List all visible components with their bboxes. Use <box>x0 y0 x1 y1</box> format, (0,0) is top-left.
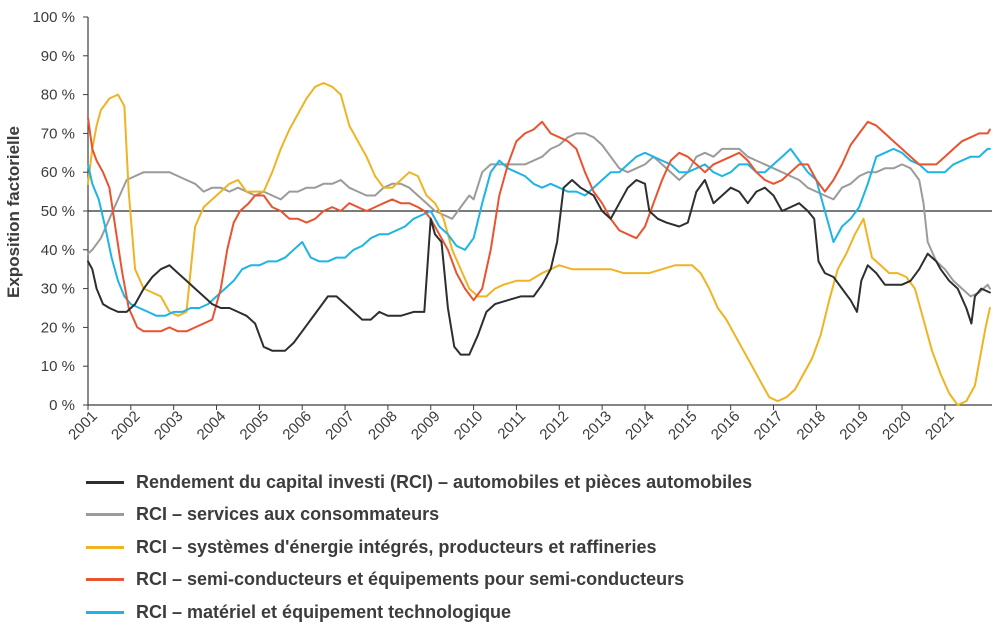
y-tick-label: 0 % <box>49 397 75 414</box>
legend-label: RCI – semi-conducteurs et équipements po… <box>136 569 685 590</box>
y-tick-label: 50 % <box>41 203 75 220</box>
x-tick-label: 2005 <box>237 408 273 444</box>
legend-swatch <box>86 578 124 582</box>
series-line-4 <box>87 147 991 317</box>
legend-swatch <box>86 610 124 614</box>
x-tick-label: 2010 <box>451 408 487 444</box>
series-line-0 <box>87 179 991 356</box>
legend-swatch <box>86 513 124 517</box>
chart-axes: 0 % 10 % 20 % 30 % 40 % 50 % 60 % 70 % 80 % 90 % 1… <box>32 9 992 443</box>
x-tick-label: 2018 <box>794 408 830 444</box>
x-tick-label: 2017 <box>751 408 787 444</box>
legend-label: RCI – matériel et équipement technologiq… <box>136 601 512 622</box>
x-tick-label: 2009 <box>408 408 444 444</box>
x-tick-label: 2021 <box>922 408 958 444</box>
legend-item: RCI – matériel et équipement technologiq… <box>86 596 752 629</box>
x-tick-label: 2003 <box>151 408 187 444</box>
x-tick-label: 2019 <box>836 408 872 444</box>
x-tick-label: 2016 <box>708 408 744 444</box>
y-tick-label: 10 % <box>41 358 75 375</box>
x-tick-label: 2013 <box>579 408 615 444</box>
y-tick-label: 60 % <box>41 164 75 181</box>
legend-item: Rendement du capital investi (RCI) – aut… <box>86 466 752 499</box>
y-tick-label: 80 % <box>41 87 75 104</box>
series-line-3 <box>87 116 991 333</box>
chart-series <box>87 82 991 406</box>
y-tick-label: 40 % <box>41 242 75 259</box>
x-tick-label: 2020 <box>879 408 915 444</box>
line-chart: Exposition factorielle 0 % 10 % 20 % 30 % 40… <box>4 9 992 443</box>
y-tick-label: 70 % <box>41 125 75 142</box>
legend-label: RCI – services aux consommateurs <box>136 504 440 525</box>
y-tick-label: 20 % <box>41 319 75 336</box>
x-tick-label: 2002 <box>108 408 144 444</box>
x-tick-label: 2015 <box>665 408 701 444</box>
legend-label: Rendement du capital investi (RCI) – aut… <box>136 471 753 492</box>
y-tick-label: 100 % <box>32 9 75 26</box>
y-tick-label: 90 % <box>41 48 75 65</box>
x-tick-label: 2011 <box>494 408 529 443</box>
legend-swatch <box>86 480 124 484</box>
x-tick-label: 2012 <box>536 408 572 444</box>
legend-label: RCI – systèmes d'énergie intégrés, produ… <box>136 536 657 557</box>
x-tick-label: 2007 <box>322 408 358 444</box>
x-tick-label: 2014 <box>622 408 658 444</box>
y-axis-label: Exposition factorielle <box>4 126 23 298</box>
legend-item: RCI – systèmes d'énergie intégrés, produ… <box>86 531 752 564</box>
series-line-1 <box>87 132 991 298</box>
legend-swatch <box>86 545 124 549</box>
x-tick-label: 2006 <box>279 408 315 444</box>
x-tick-label: 2004 <box>194 408 230 444</box>
legend-item: RCI – services aux consommateurs <box>86 499 752 532</box>
chart-legend: Rendement du capital investi (RCI) – aut… <box>86 466 752 629</box>
series-line-2 <box>87 82 991 406</box>
y-tick-label: 30 % <box>41 281 75 298</box>
legend-item: RCI – semi-conducteurs et équipements po… <box>86 564 752 597</box>
x-tick-label: 2008 <box>365 408 401 444</box>
